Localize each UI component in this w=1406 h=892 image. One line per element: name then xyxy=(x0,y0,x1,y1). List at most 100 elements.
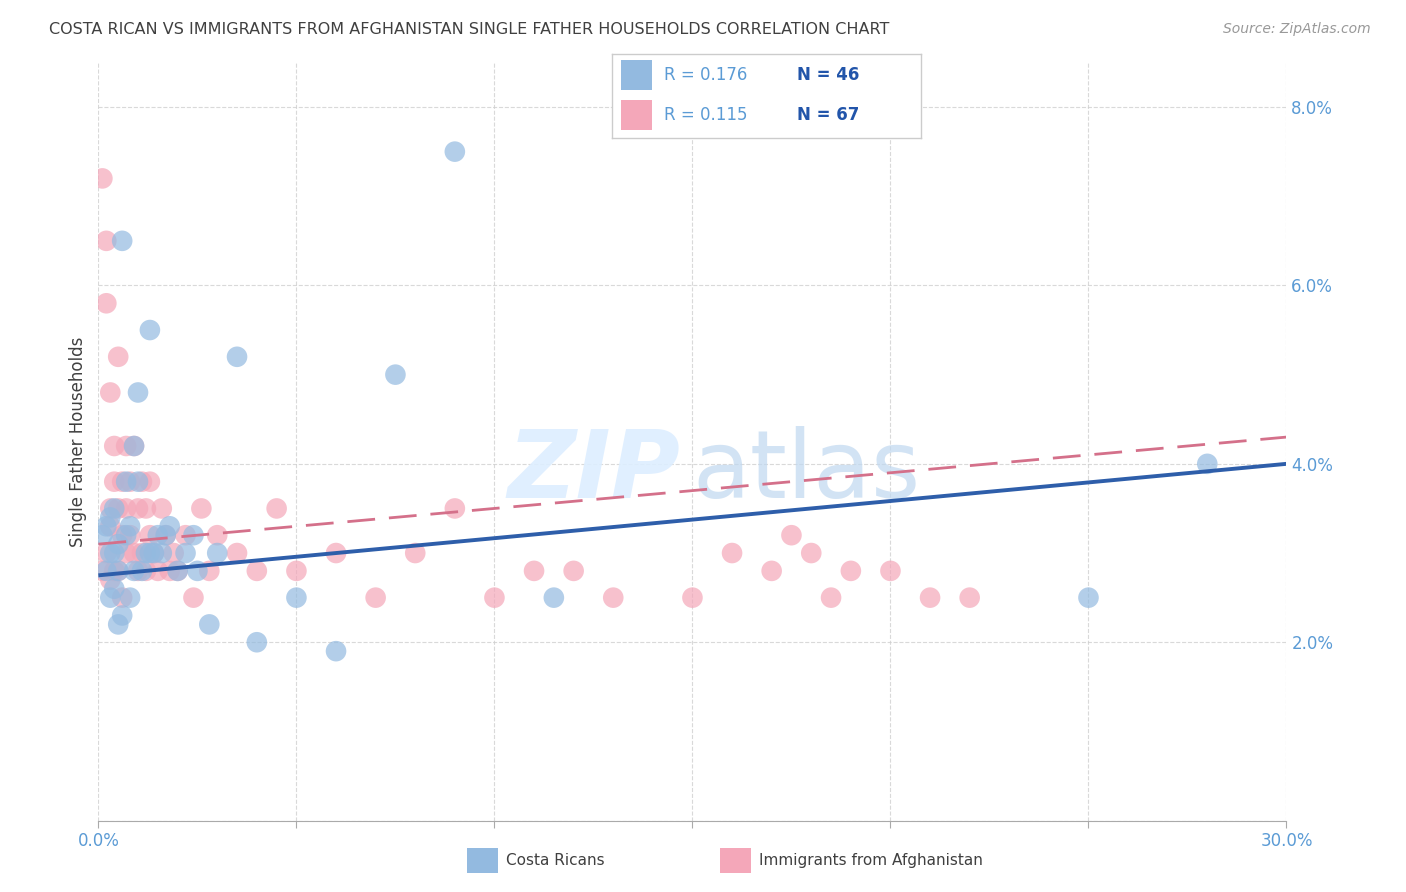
Point xyxy=(115,546,138,560)
Point xyxy=(142,546,165,560)
Point xyxy=(139,475,162,489)
Point xyxy=(111,591,134,605)
Point xyxy=(122,439,145,453)
Point xyxy=(285,564,308,578)
Point xyxy=(325,546,347,560)
Point xyxy=(120,528,142,542)
Bar xyxy=(467,848,498,873)
Point xyxy=(96,519,118,533)
Point xyxy=(122,546,145,560)
Point xyxy=(107,617,129,632)
Point xyxy=(127,385,149,400)
Point xyxy=(163,546,186,560)
Point xyxy=(96,234,118,248)
Point xyxy=(135,501,157,516)
Point xyxy=(127,475,149,489)
Point xyxy=(98,385,121,400)
Point xyxy=(142,546,165,560)
Point xyxy=(103,439,125,453)
Point xyxy=(150,501,173,516)
Point xyxy=(155,528,177,542)
Point xyxy=(98,591,121,605)
Point xyxy=(444,145,467,159)
Text: R = 0.115: R = 0.115 xyxy=(664,106,748,124)
Point xyxy=(103,582,125,596)
Point xyxy=(122,564,145,578)
Point xyxy=(166,564,188,578)
Point xyxy=(198,564,221,578)
Point xyxy=(404,546,426,560)
Text: atlas: atlas xyxy=(692,425,921,518)
Point xyxy=(761,564,783,578)
Point xyxy=(1197,457,1219,471)
Point xyxy=(120,591,142,605)
Point xyxy=(107,564,129,578)
Point xyxy=(111,234,134,248)
Text: N = 67: N = 67 xyxy=(797,106,859,124)
Point xyxy=(103,475,125,489)
Point xyxy=(602,591,624,605)
Point xyxy=(159,564,181,578)
Point xyxy=(543,591,565,605)
Bar xyxy=(621,61,652,90)
Point xyxy=(131,564,153,578)
Point xyxy=(150,546,173,560)
Point xyxy=(879,564,901,578)
Bar xyxy=(621,100,652,130)
Point xyxy=(681,591,703,605)
Point xyxy=(562,564,585,578)
Point xyxy=(115,501,138,516)
Point xyxy=(721,546,744,560)
Point xyxy=(444,501,467,516)
Point xyxy=(135,546,157,560)
Point xyxy=(107,350,129,364)
Point xyxy=(246,635,269,649)
Point xyxy=(98,573,121,587)
Point xyxy=(146,564,169,578)
Y-axis label: Single Father Households: Single Father Households xyxy=(69,336,87,547)
Point xyxy=(186,564,208,578)
Point xyxy=(120,519,142,533)
Point xyxy=(131,475,153,489)
Point xyxy=(139,323,162,337)
Point xyxy=(139,528,162,542)
Point xyxy=(103,546,125,560)
Text: N = 46: N = 46 xyxy=(797,66,859,84)
Text: R = 0.176: R = 0.176 xyxy=(664,66,748,84)
Text: Immigrants from Afghanistan: Immigrants from Afghanistan xyxy=(759,854,983,868)
Point xyxy=(384,368,406,382)
Point xyxy=(484,591,506,605)
Point xyxy=(103,501,125,516)
Point xyxy=(364,591,387,605)
Point xyxy=(91,171,114,186)
Point xyxy=(155,528,177,542)
Point xyxy=(98,519,121,533)
Point xyxy=(174,528,197,542)
Point xyxy=(115,475,138,489)
Point xyxy=(115,439,138,453)
Point xyxy=(146,528,169,542)
Point xyxy=(103,564,125,578)
Point xyxy=(111,608,134,623)
Point xyxy=(96,546,118,560)
Point xyxy=(98,510,121,524)
Text: ZIP: ZIP xyxy=(508,425,681,518)
Point xyxy=(107,564,129,578)
Point xyxy=(183,591,205,605)
Point xyxy=(159,519,181,533)
Point xyxy=(226,350,249,364)
Point xyxy=(139,546,162,560)
Point xyxy=(115,528,138,542)
Text: COSTA RICAN VS IMMIGRANTS FROM AFGHANISTAN SINGLE FATHER HOUSEHOLDS CORRELATION : COSTA RICAN VS IMMIGRANTS FROM AFGHANIST… xyxy=(49,22,890,37)
Point xyxy=(226,546,249,560)
Point xyxy=(800,546,823,560)
Point xyxy=(135,564,157,578)
Point xyxy=(920,591,942,605)
Point xyxy=(266,501,288,516)
Point xyxy=(285,591,308,605)
Point xyxy=(198,617,221,632)
Point xyxy=(107,537,129,551)
Point xyxy=(91,528,114,542)
Point xyxy=(325,644,347,658)
Point xyxy=(96,564,118,578)
